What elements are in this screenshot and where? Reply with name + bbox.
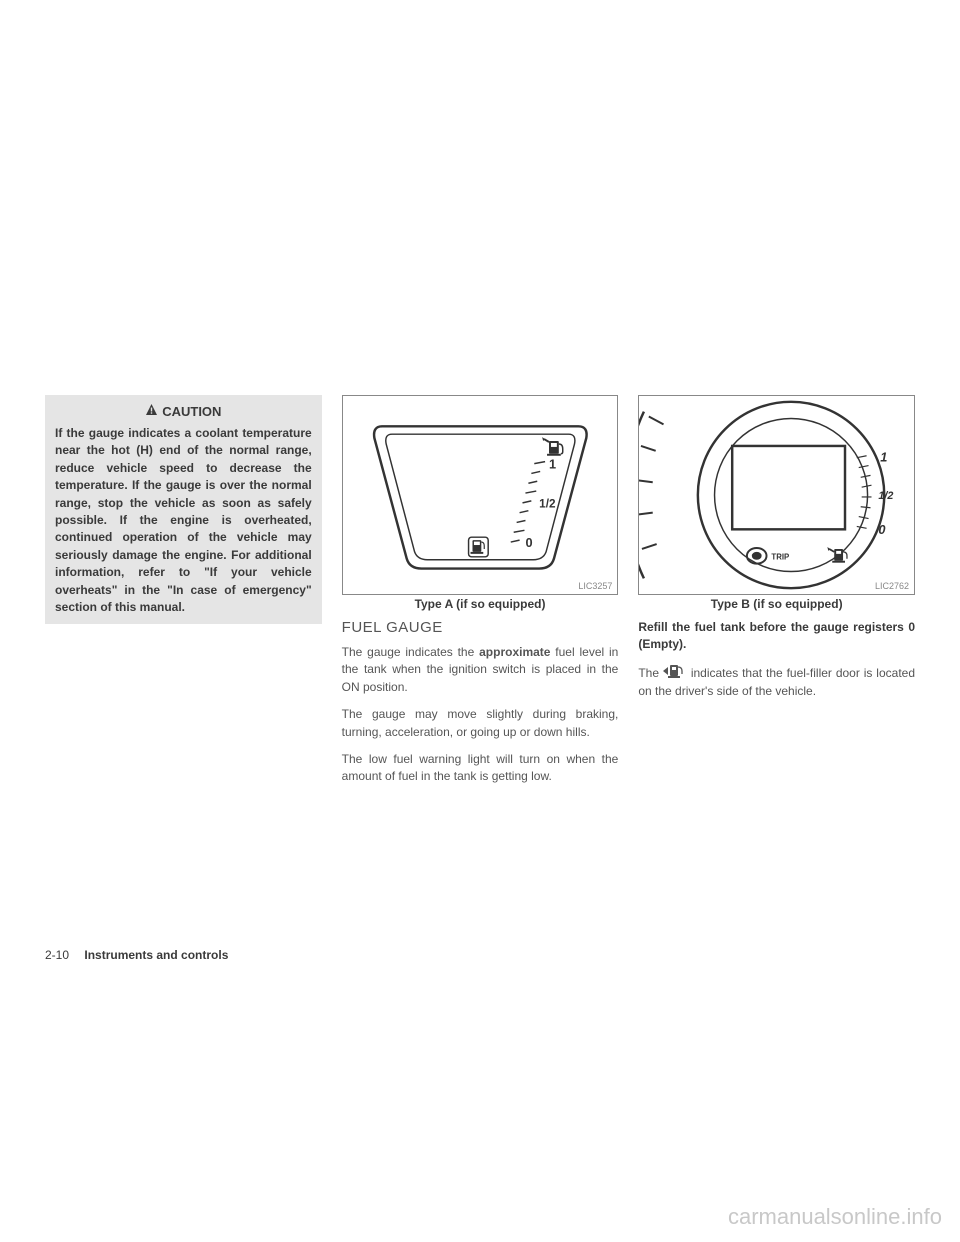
caption-type-a: Type A (if so equipped) (342, 597, 619, 611)
refill-text: Refill the fuel tank before the gauge re… (638, 619, 915, 654)
fuel-gauge-p3: The low fuel warning light will turn on … (342, 751, 619, 786)
fuel-gauge-heading: FUEL GAUGE (342, 619, 619, 636)
svg-text:1/2: 1/2 (879, 490, 894, 502)
column-right: 1 1/2 0 TRIP LIC2762 Type B (if so (638, 395, 915, 796)
svg-text:0: 0 (879, 522, 886, 537)
fuel-gauge-p1: The gauge indicates the approximate fuel… (342, 644, 619, 696)
fuel-arrow-icon (663, 664, 687, 683)
caution-header: CAUTION (55, 403, 312, 419)
caution-label: CAUTION (162, 404, 221, 419)
gauge-image-type-b: 1 1/2 0 TRIP LIC2762 (638, 395, 915, 595)
caution-box: CAUTION If the gauge indicates a coolant… (45, 395, 322, 624)
page-footer: 2-10 Instruments and controls (45, 948, 228, 962)
image-id-a: LIC3257 (578, 581, 612, 591)
watermark: carmanualsonline.info (728, 1204, 942, 1230)
caption-type-b: Type B (if so equipped) (638, 597, 915, 611)
fuel-gauge-p2: The gauge may move slightly during braki… (342, 706, 619, 741)
page-number: 2-10 (45, 948, 69, 962)
svg-text:0: 0 (525, 535, 532, 550)
caution-text: If the gauge indicates a coolant tempera… (55, 425, 312, 616)
svg-text:1: 1 (881, 450, 888, 465)
column-left: CAUTION If the gauge indicates a coolant… (45, 395, 322, 796)
gauge-image-type-a: 1 1/2 0 LIC3257 (342, 395, 619, 595)
warning-icon (145, 403, 158, 419)
svg-text:TRIP: TRIP (772, 553, 790, 562)
section-name: Instruments and controls (84, 948, 228, 962)
column-middle: 1 1/2 0 LIC3257 Type A (if so equipped) … (342, 395, 619, 796)
fuel-filler-text: The indicates that the fuel-filler door … (638, 664, 915, 701)
svg-text:1/2: 1/2 (539, 498, 556, 511)
image-id-b: LIC2762 (875, 581, 909, 591)
svg-text:1: 1 (549, 457, 556, 472)
